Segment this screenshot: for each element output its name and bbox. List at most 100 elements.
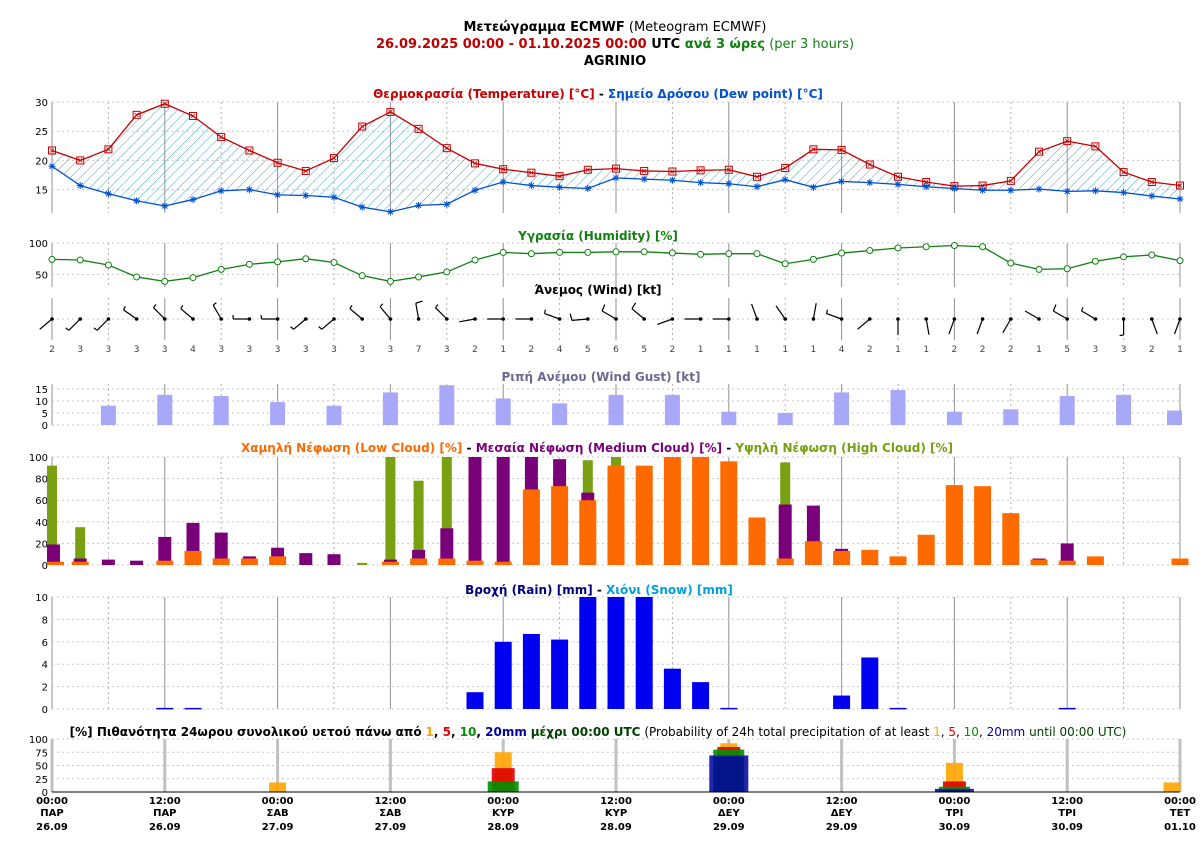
temperature-point [1147, 178, 1156, 187]
wind-speed-label: 3 [134, 345, 140, 355]
gust-bar [1167, 410, 1182, 425]
medium-cloud-bar [468, 457, 482, 565]
humidity-point [725, 250, 733, 258]
y-tick-label: 80 [35, 475, 48, 486]
temperature-point-cross [698, 168, 703, 173]
humidity-point [668, 249, 676, 257]
humidity-point [922, 243, 930, 251]
y-tick-label: 0 [42, 788, 48, 799]
humidity-point [217, 265, 225, 273]
gust-bar [608, 394, 624, 425]
low-cloud-bar [635, 465, 653, 565]
dewpoint-point [894, 180, 902, 188]
dewpoint-point [612, 174, 620, 182]
dewpoint-point [415, 201, 423, 209]
gust-bar [495, 398, 511, 425]
gust-bar [382, 392, 398, 425]
wind-barb-shaft [750, 303, 758, 320]
dewpoint-point [217, 187, 225, 195]
temperature-point-cross [444, 145, 450, 151]
wind-barb-shaft [571, 318, 588, 321]
y-tick-label: 25 [35, 127, 48, 138]
medium-cloud-bar [327, 554, 341, 565]
y-tick-label: 40 [35, 518, 48, 529]
x-tick-day: ΔΕΥ [831, 808, 854, 819]
wind-speed-label: 2 [529, 345, 535, 355]
x-tick-date: 27.09 [262, 822, 294, 833]
low-cloud-bar [889, 556, 907, 565]
humidity-point [612, 248, 620, 256]
humidity-point [443, 268, 451, 276]
wind-speed-label: 1 [923, 345, 929, 355]
y-tick-label: 0 [42, 421, 48, 432]
low-cloud-bar [410, 558, 428, 565]
temperature-point [753, 172, 761, 181]
high-cloud-bar [357, 562, 368, 565]
x-tick-date: 27.09 [375, 822, 407, 833]
y-tick-label: 75 [35, 748, 48, 759]
wind-barb-feather [65, 327, 70, 331]
humidity-point [274, 258, 282, 266]
wind-barb-shaft [96, 318, 109, 331]
temperature-point [583, 165, 592, 174]
low-cloud-bar [917, 534, 935, 565]
wind-barb-shaft [349, 308, 363, 320]
humidity-panel-title: Υγρασία (Humidity) [%] [517, 229, 678, 243]
x-tick-time: 12:00 [826, 796, 858, 807]
humidity-point [640, 248, 648, 256]
low-cloud-bar [1171, 558, 1189, 565]
low-cloud-bar [156, 560, 174, 565]
wind-station-dot [416, 317, 421, 321]
x-tick-date: 29.09 [826, 822, 858, 833]
prob24-panel: 0 25 50 75 100 [29, 735, 1182, 799]
wind-barb-feather [318, 326, 323, 330]
temperature-panel-title: Θερμοκρασία (Temperature) [°C] - Σημείο … [373, 87, 823, 101]
temperature-point [1091, 142, 1100, 151]
wind-barb-feather [825, 309, 828, 314]
wind-barb-feather [232, 314, 234, 320]
wind-barb-shaft [379, 306, 391, 320]
x-tick-time: 12:00 [374, 796, 406, 807]
humidity-point [1176, 257, 1184, 265]
prob24-panel-title: [%] Πιθανότητα 24ωρου συνολικού υετού πά… [70, 725, 1127, 739]
humidity-point [330, 258, 338, 266]
wind-barb-shaft [812, 303, 817, 320]
temperature-point [48, 146, 56, 155]
temperature-point-cross [162, 101, 168, 107]
wind-barb-shaft [976, 318, 984, 335]
y-tick-label: 25 [35, 775, 48, 786]
rain-bar [692, 682, 710, 709]
dewpoint-point [866, 179, 874, 187]
medium-cloud-bar [101, 559, 115, 565]
temperature-point [471, 159, 479, 168]
low-cloud-bar [269, 556, 287, 565]
temperature-point-cross [1064, 138, 1070, 144]
wind-speed-label: 4 [839, 345, 845, 355]
wind-speed-label: 2 [472, 345, 478, 355]
temperature-point [442, 144, 451, 153]
wind-speed-label: 1 [754, 345, 760, 355]
rain-bar [889, 707, 907, 710]
y-tick-label: 20 [35, 156, 48, 167]
wind-barb-shaft [123, 309, 137, 320]
humidity-point [415, 273, 423, 281]
wind-barb-shaft [1151, 318, 1158, 335]
prob24-plain-th1: 1 [933, 725, 941, 739]
humidity-point [358, 272, 366, 280]
medium-cloud-bar [440, 528, 454, 565]
dewpoint-point [1176, 195, 1184, 203]
wind-barb-shaft [657, 318, 673, 326]
dewpoint-point [838, 177, 846, 185]
low-cloud-bar [438, 558, 456, 565]
low-cloud-bar [720, 461, 738, 565]
y-tick-label: 100 [29, 453, 48, 464]
y-tick-label: 5 [42, 409, 48, 420]
humidity-point [133, 273, 141, 281]
humidity-point [1035, 265, 1043, 273]
x-tick-time: 00:00 [713, 796, 745, 807]
temperature-point [668, 167, 677, 176]
temperature-point-cross [1177, 183, 1183, 188]
wind-barb-shaft [1173, 318, 1181, 335]
wind-barb-feather [180, 305, 184, 310]
